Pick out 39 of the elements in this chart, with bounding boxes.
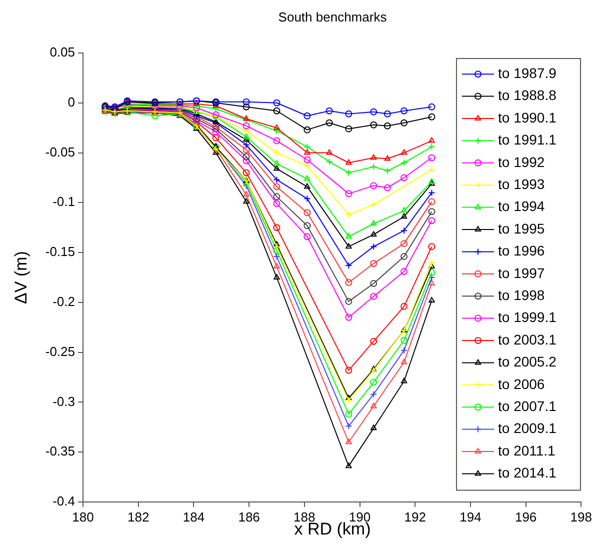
x-tick-label: 194 — [460, 509, 482, 524]
legend-label: to 1997 — [498, 264, 545, 281]
legend-label: to 2006 — [498, 376, 545, 392]
x-tick-label: 196 — [514, 509, 537, 524]
y-tick-label: 0 — [68, 94, 75, 110]
y-tick-label: -0.15 — [45, 244, 75, 260]
legend-label: to 2014.1 — [498, 464, 557, 481]
chart-title: South benchmarks — [278, 10, 388, 25]
y-tick-label: -0.25 — [45, 344, 75, 359]
legend-label: to 2005.2 — [498, 354, 557, 370]
legend-label: to 1996 — [498, 242, 545, 259]
legend-label: to 1994 — [498, 198, 545, 214]
y-tick-label: -0.2 — [52, 294, 75, 310]
y-tick-label: -0.35 — [45, 444, 75, 459]
legend-label: to 1995 — [498, 220, 545, 236]
y-tick-label: -0.1 — [52, 194, 75, 210]
legend-label: to 1998 — [498, 286, 545, 303]
legend-label: to 2007.1 — [498, 398, 557, 414]
legend-label: to 1987.9 — [498, 64, 557, 81]
y-tick-label: -0.4 — [52, 494, 75, 509]
legend-label: to 2009.1 — [498, 420, 557, 436]
legend-label: to 1992 — [498, 154, 545, 170]
y-tick-label: 0.05 — [50, 44, 75, 60]
x-tick-label: 192 — [404, 509, 426, 524]
legend-label: to 2011.1 — [498, 442, 556, 458]
legend-label: to 1999.1 — [498, 309, 557, 326]
y-tick-label: -0.3 — [52, 394, 75, 409]
x-tick-label: 180 — [72, 509, 94, 524]
legend-label: to 1990.1 — [498, 109, 557, 126]
y-tick-label: -0.05 — [45, 144, 75, 160]
legend-label: to 1991.1 — [498, 132, 557, 148]
legend-label: to 2003.1 — [498, 331, 557, 348]
x-tick-label: 182 — [128, 509, 150, 524]
y-axis-title: ΔV (m) — [12, 251, 31, 304]
x-tick-label: 198 — [570, 509, 592, 524]
x-tick-label: 184 — [182, 509, 205, 524]
legend-label: to 1993 — [498, 176, 545, 192]
legend-label: to 1988.8 — [498, 87, 557, 104]
x-tick-label: 186 — [238, 509, 260, 524]
